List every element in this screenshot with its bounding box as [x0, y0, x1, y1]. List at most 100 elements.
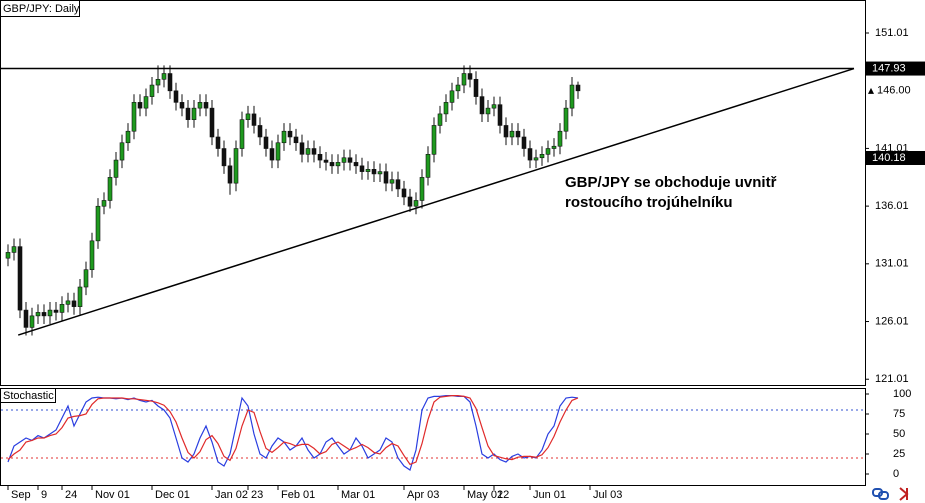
candle-body: [323, 159, 329, 163]
candle-body: [389, 179, 395, 184]
candle-body: [83, 269, 89, 288]
toolbar-icons[interactable]: [872, 487, 909, 501]
x-tick-label: Dec 01: [155, 489, 190, 501]
candle-body: [47, 309, 53, 317]
panel-title: Stochastic: [3, 390, 54, 402]
candle-body: [575, 84, 581, 92]
candle-body: [353, 162, 359, 167]
candle-body: [371, 169, 377, 175]
x-tick-label: Feb 01: [281, 489, 315, 501]
candle-body: [305, 148, 311, 155]
y-tick-label: 50: [893, 428, 905, 440]
link-icon[interactable]: [878, 491, 889, 500]
candle-body: [35, 312, 41, 317]
candle-body: [539, 154, 545, 159]
candle-body: [11, 246, 17, 253]
candle-body: [461, 73, 467, 86]
x-tick-label: Sep: [11, 489, 31, 501]
scroll-icon[interactable]: [899, 487, 909, 501]
y-tick-label: 25: [893, 448, 905, 460]
x-tick-label: 22: [497, 489, 509, 501]
candle-body: [311, 148, 317, 155]
candle-body: [263, 136, 269, 149]
candle-body: [77, 286, 83, 307]
candle-body: [143, 96, 149, 109]
x-tick-label: Jan 02: [215, 489, 248, 501]
candle-body: [209, 107, 215, 138]
x-tick-label: May 01: [467, 489, 503, 501]
price-marker-arrow: [868, 87, 874, 94]
candle-body: [257, 125, 263, 138]
y-tick-label: 131.01: [875, 258, 909, 270]
candle-body: [53, 309, 59, 313]
stochastic-panel: [0, 388, 866, 486]
candle-body: [287, 130, 293, 138]
candle-body: [419, 177, 425, 201]
candle-body: [89, 240, 95, 271]
candle-body: [359, 165, 365, 172]
candle-body: [215, 136, 221, 149]
candle-body: [395, 179, 401, 190]
candle-body: [509, 130, 515, 138]
candle-body: [407, 196, 413, 207]
y-tick-label: 136.01: [875, 200, 909, 212]
candle-body: [65, 300, 71, 305]
candle-body: [101, 200, 107, 207]
candle-body: [281, 130, 287, 144]
y-tick-label: 0: [893, 468, 899, 480]
annotation: GBP/JPY se obchoduje uvnitř: [565, 174, 777, 191]
candle-body: [29, 315, 35, 328]
candle-body: [527, 148, 533, 161]
candle-body: [473, 78, 479, 97]
x-tick-label: Jun 01: [533, 489, 566, 501]
candle-body: [437, 113, 443, 126]
candle-body: [377, 171, 383, 175]
candle-body: [269, 148, 275, 161]
candle-body: [227, 165, 233, 184]
title-box: [0, 0, 80, 17]
candle-body: [203, 102, 209, 109]
candle-body: [563, 107, 569, 132]
candle-body: [221, 148, 227, 167]
candle-body: [293, 136, 299, 144]
candle-body: [545, 148, 551, 155]
candle-body: [113, 159, 119, 178]
candle-body: [179, 102, 185, 109]
candle-body: [425, 154, 431, 178]
candle-body: [515, 130, 521, 138]
candle-body: [335, 162, 341, 167]
candle-body: [71, 300, 77, 307]
x-tick-label: 23: [251, 489, 263, 501]
annotation: rostoucího trojúhelníku: [565, 194, 733, 211]
candle-body: [533, 157, 539, 161]
candle-body: [149, 84, 155, 97]
candle-body: [413, 200, 419, 207]
title-box: [0, 388, 56, 403]
x-tick-label: 9: [41, 489, 47, 501]
candle-body: [557, 130, 563, 147]
candle-body: [467, 73, 473, 80]
candle-body: [95, 205, 101, 242]
candle-body: [233, 148, 239, 184]
candle-body: [347, 157, 353, 163]
y-tick-label: 141.01: [875, 142, 909, 154]
candle-body: [245, 113, 251, 120]
chart-title: GBP/JPY: Daily: [3, 3, 80, 15]
x-tick-label: 24: [65, 489, 77, 501]
candle-body: [59, 304, 65, 313]
y-tick-label: 121.01: [875, 373, 909, 385]
candle-body: [449, 90, 455, 103]
candle-body: [173, 90, 179, 103]
candle-body: [503, 125, 509, 138]
candle-body: [41, 312, 47, 317]
candle-body: [251, 113, 257, 126]
candle-body: [161, 73, 167, 80]
candle-body: [317, 154, 323, 161]
candle-body: [443, 102, 449, 115]
candle-body: [521, 136, 527, 149]
candle-body: [197, 102, 203, 109]
stochastic-line: [7, 395, 579, 466]
price-marker-label: 146.00: [877, 85, 911, 97]
x-tick-label: Apr 03: [407, 489, 439, 501]
